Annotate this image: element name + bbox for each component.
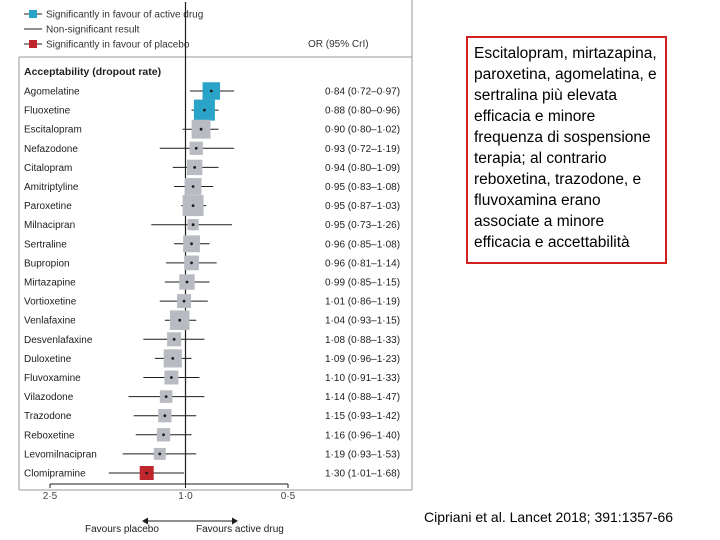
- summary-callout-text: Escitalopram, mirtazapina, paroxetina, a…: [474, 45, 657, 251]
- legend-swatch-2: [29, 40, 37, 48]
- estimate-point-11: [185, 280, 189, 284]
- estimate-point-5: [193, 166, 197, 169]
- row-label-20: Levomilnacipran: [24, 449, 97, 460]
- row-label-17: Vilazodone: [24, 392, 74, 403]
- row-label-15: Duloxetine: [24, 354, 72, 365]
- x-tick-label-1: 1·0: [178, 491, 193, 502]
- estimate-point-14: [172, 337, 176, 341]
- x-tick-label-2: 0·5: [281, 491, 296, 502]
- or-value-8: 0·95 (0·73–1·26): [325, 220, 400, 231]
- estimate-point-12: [182, 299, 186, 303]
- row-label-9: Sertraline: [24, 239, 67, 250]
- row-label-21: Clomipramine: [24, 469, 86, 480]
- or-value-10: 0·96 (0·81–1·14): [325, 258, 400, 269]
- row-label-1: Agomelatine: [24, 87, 80, 98]
- estimate-point-9: [190, 242, 193, 246]
- estimate-point-4: [194, 146, 198, 150]
- estimate-point-20: [158, 452, 162, 456]
- or-value-21: 1·30 (1·01–1·68): [325, 469, 400, 480]
- estimate-point-2: [203, 108, 206, 112]
- section-title: Acceptability (dropout rate): [24, 66, 161, 78]
- or-value-3: 0·90 (0·80–1·02): [325, 125, 400, 136]
- or-value-6: 0·95 (0·83–1·08): [325, 182, 400, 193]
- row-label-7: Paroxetine: [24, 201, 72, 212]
- summary-callout: Escitalopram, mirtazapina, paroxetina, a…: [466, 36, 667, 264]
- row-label-14: Desvenlafaxine: [24, 335, 93, 346]
- or-value-13: 1·04 (0·93–1·15): [325, 316, 400, 327]
- row-label-16: Fluvoxamine: [24, 373, 81, 384]
- row-label-3: Escitalopram: [24, 125, 82, 136]
- estimate-point-21: [145, 471, 149, 475]
- or-value-4: 0·93 (0·72–1·19): [325, 144, 400, 155]
- row-label-10: Bupropion: [24, 258, 70, 269]
- or-value-19: 1·16 (0·96–1·40): [325, 430, 400, 441]
- or-value-17: 1·14 (0·88–1·47): [325, 392, 400, 403]
- row-label-18: Trazodone: [24, 411, 72, 422]
- estimate-point-10: [190, 261, 193, 265]
- legend-swatch-0: [29, 10, 37, 18]
- row-label-2: Fluoxetine: [24, 106, 71, 117]
- row-label-6: Amitriptyline: [24, 182, 79, 193]
- estimate-point-8: [191, 223, 195, 227]
- or-value-18: 1·15 (0·93–1·42): [325, 411, 400, 422]
- estimate-point-19: [162, 433, 165, 437]
- legend-label-1: Non-significant result: [46, 25, 140, 36]
- or-column-header: OR (95% CrI): [308, 39, 369, 50]
- favours-active-label: Favours active drug: [196, 524, 284, 535]
- or-value-9: 0·96 (0·85–1·08): [325, 239, 400, 250]
- favours-placebo-label: Favours placebo: [85, 524, 159, 535]
- arrow-right-head: [232, 517, 238, 525]
- estimate-point-3: [199, 127, 203, 131]
- x-tick-label-0: 2·5: [43, 491, 58, 502]
- row-label-4: Nefazodone: [24, 144, 78, 155]
- row-label-13: Venlafaxine: [24, 316, 76, 327]
- citation: Cipriani et al. Lancet 2018; 391:1357-66: [424, 509, 674, 525]
- estimate-point-15: [171, 357, 175, 360]
- row-label-8: Milnacipran: [24, 220, 75, 231]
- row-label-11: Mirtazapine: [24, 278, 76, 289]
- row-label-19: Reboxetine: [24, 430, 75, 441]
- or-value-20: 1·19 (0·93–1·53): [325, 449, 400, 460]
- estimate-point-7: [191, 204, 195, 208]
- or-value-5: 0·94 (0·80–1·09): [325, 163, 400, 174]
- estimate-point-18: [163, 414, 167, 418]
- forest-plot: Significantly in favour of active drug No…: [18, 0, 413, 535]
- legend-label-0: Significantly in favour of active drug: [46, 10, 203, 21]
- row-label-5: Citalopram: [24, 163, 72, 174]
- or-value-7: 0·95 (0·87–1·03): [325, 201, 400, 212]
- or-value-1: 0·84 (0·72–0·97): [325, 87, 400, 98]
- arrow-left-head: [142, 517, 148, 525]
- legend-label-2: Significantly in favour of placebo: [46, 40, 190, 51]
- or-value-2: 0·88 (0·80–0·96): [325, 106, 400, 117]
- or-value-16: 1·10 (0·91–1·33): [325, 373, 400, 384]
- or-value-11: 0·99 (0·85–1·15): [325, 278, 400, 289]
- or-value-15: 1·09 (0·96–1·23): [325, 354, 400, 365]
- or-value-14: 1·08 (0·88–1·33): [325, 335, 400, 346]
- estimate-point-6: [191, 185, 195, 188]
- estimate-point-16: [170, 376, 173, 379]
- or-value-12: 1·01 (0·86–1·19): [325, 297, 400, 308]
- estimate-point-1: [209, 89, 213, 93]
- estimate-point-17: [164, 395, 168, 398]
- row-label-12: Vortioxetine: [24, 297, 77, 308]
- estimate-point-13: [178, 318, 182, 322]
